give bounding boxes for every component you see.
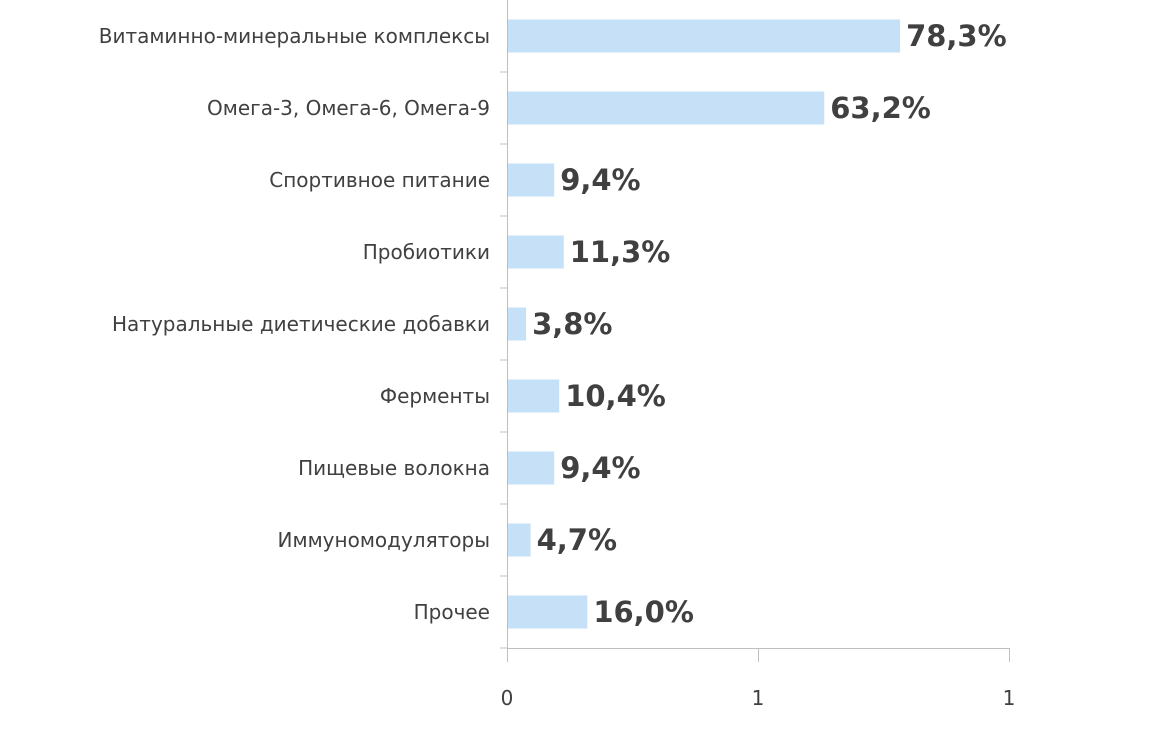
bar	[508, 379, 560, 413]
category-labels: Витаминно-минеральные комплексы Омега-3, …	[99, 24, 490, 624]
value-labels: 78,3% 63,2% 9,4% 11,3% 3,8% 10,4% 9,4% 4,7% 16,0…	[532, 19, 1007, 629]
bar	[508, 307, 527, 341]
bar	[508, 235, 564, 269]
data-label: 11,3%	[570, 235, 671, 269]
x-tick-label: 1	[1003, 686, 1016, 710]
bar	[508, 451, 555, 485]
bar	[508, 595, 588, 629]
category-label: Ферменты	[380, 384, 490, 408]
category-label: Витаминно-минеральные комплексы	[99, 24, 490, 48]
category-label: Спортивное питание	[269, 168, 490, 192]
category-label: Иммуномодуляторы	[278, 528, 490, 552]
bar	[508, 91, 825, 125]
data-label: 10,4%	[565, 379, 666, 413]
data-label: 9,4%	[560, 163, 640, 197]
data-label: 3,8%	[532, 307, 612, 341]
category-label: Натуральные диетические добавки	[112, 312, 490, 336]
x-tick-label: 1	[752, 686, 765, 710]
data-label: 63,2%	[830, 91, 931, 125]
data-label: 78,3%	[906, 19, 1007, 53]
category-label: Пищевые волокна	[298, 456, 490, 480]
data-label: 16,0%	[593, 595, 694, 629]
x-axis-ticks: 0 1 1	[501, 648, 1016, 710]
chart-bars	[508, 19, 901, 629]
category-label: Пробиотики	[363, 240, 490, 264]
data-label: 4,7%	[537, 523, 617, 557]
x-tick-label: 0	[501, 686, 514, 710]
bar	[508, 523, 531, 557]
category-label: Прочее	[414, 600, 490, 624]
bar	[508, 19, 901, 53]
bar	[508, 163, 555, 197]
category-label: Омега-3, Омега-6, Омега-9	[207, 96, 490, 120]
data-label: 9,4%	[560, 451, 640, 485]
